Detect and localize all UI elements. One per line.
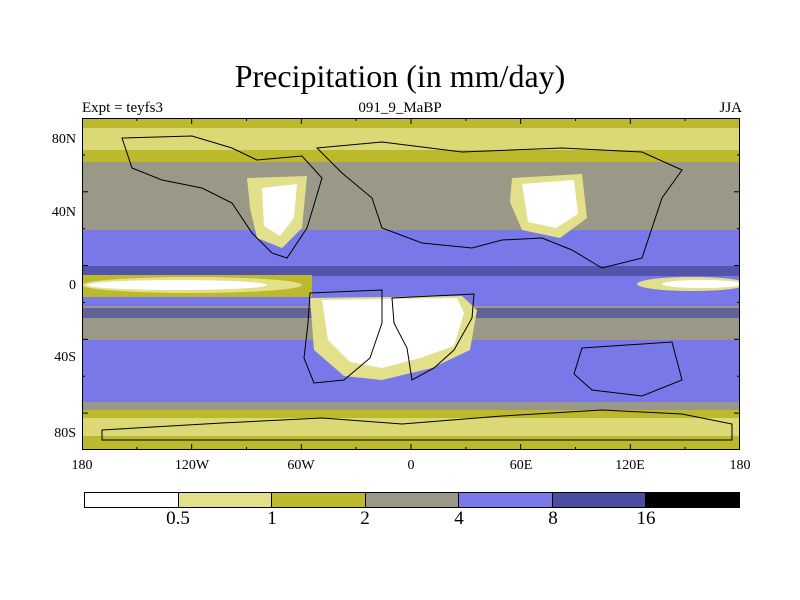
colorbar-label-8: 8 xyxy=(548,508,558,529)
coastline-antarctica xyxy=(101,409,733,441)
precip-dry-pacific-east-core xyxy=(662,280,740,288)
colorbar xyxy=(84,492,740,508)
lat-label-80s: 80S xyxy=(54,426,76,441)
lon-label-60e: 60E xyxy=(509,458,533,473)
colorbar-swatch-5 xyxy=(552,493,647,507)
precipitation-map xyxy=(82,118,740,450)
colorbar-swatch-6 xyxy=(646,493,740,507)
colorbar-swatch-4 xyxy=(459,493,553,507)
colorbar-label-4: 4 xyxy=(454,508,464,529)
colorbar-label-2: 2 xyxy=(360,508,370,529)
lat-label-40s: 40S xyxy=(54,350,76,365)
precip-band-north-subpolar xyxy=(82,128,740,150)
lat-label-equator: 0 xyxy=(69,278,76,293)
lon-label-180e: 180 xyxy=(729,458,751,473)
coastline-australia xyxy=(573,341,683,397)
colorbar-label-0-5: 0.5 xyxy=(166,508,190,529)
coastline-africa xyxy=(391,293,475,381)
colorbar-swatch-1 xyxy=(178,493,273,507)
colorbar-label-16: 16 xyxy=(636,508,656,529)
lon-label-0: 0 xyxy=(407,458,415,473)
precip-dry-pacific-core xyxy=(87,280,267,290)
season-label: JJA xyxy=(719,100,742,116)
lat-label-40n: 40N xyxy=(51,205,76,220)
precip-dry-south-america-core xyxy=(322,298,464,368)
plot-title: Precipitation (in mm/day) xyxy=(234,58,566,94)
precip-dry-north-america-core xyxy=(262,184,297,236)
precip-band-south-subpolar xyxy=(82,418,740,436)
precip-dry-asia-core xyxy=(522,180,578,228)
colorbar-swatch-2 xyxy=(272,493,366,507)
colorbar-label-1: 1 xyxy=(267,508,277,529)
experiment-label: Expt = teyfs3 xyxy=(82,100,163,116)
lon-label-120e: 120E xyxy=(615,458,645,473)
coastline-south-america xyxy=(303,289,383,384)
colorbar-swatch-3 xyxy=(365,493,460,507)
lat-label-80n: 80N xyxy=(51,132,76,147)
coastline-north-america xyxy=(121,135,323,259)
run-name-label: 091_9_MaBP xyxy=(358,100,442,116)
colorbar-swatch-0 xyxy=(85,493,179,507)
precip-band-north-subtropical xyxy=(82,230,740,256)
lon-label-180w: 180 xyxy=(71,458,93,473)
precip-band-itcz xyxy=(82,266,740,276)
lon-label-60w: 60W xyxy=(287,458,315,473)
coastline-eurasia xyxy=(315,141,683,269)
lon-label-120w: 120W xyxy=(174,458,210,473)
